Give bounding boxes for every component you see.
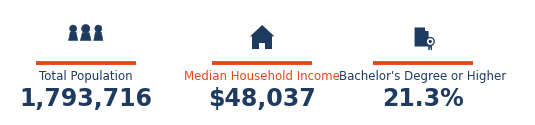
Text: $48,037: $48,037 [208, 87, 316, 111]
Polygon shape [250, 25, 274, 36]
Polygon shape [428, 46, 430, 50]
Text: Median Household Income: Median Household Income [184, 70, 340, 83]
Circle shape [429, 40, 432, 43]
Text: 21.3%: 21.3% [382, 87, 463, 111]
Polygon shape [94, 32, 103, 41]
Polygon shape [425, 28, 429, 31]
Text: Bachelor's Degree or Higher: Bachelor's Degree or Higher [339, 70, 506, 83]
FancyBboxPatch shape [259, 43, 265, 49]
Circle shape [70, 25, 77, 32]
Circle shape [82, 24, 90, 33]
Circle shape [95, 25, 102, 32]
Circle shape [427, 38, 433, 45]
Polygon shape [80, 33, 91, 41]
Polygon shape [431, 46, 432, 50]
Text: Total Population: Total Population [39, 70, 133, 83]
Polygon shape [415, 28, 429, 46]
FancyBboxPatch shape [252, 36, 272, 49]
Circle shape [426, 37, 435, 46]
Polygon shape [68, 32, 78, 41]
Text: 1,793,716: 1,793,716 [19, 87, 152, 111]
